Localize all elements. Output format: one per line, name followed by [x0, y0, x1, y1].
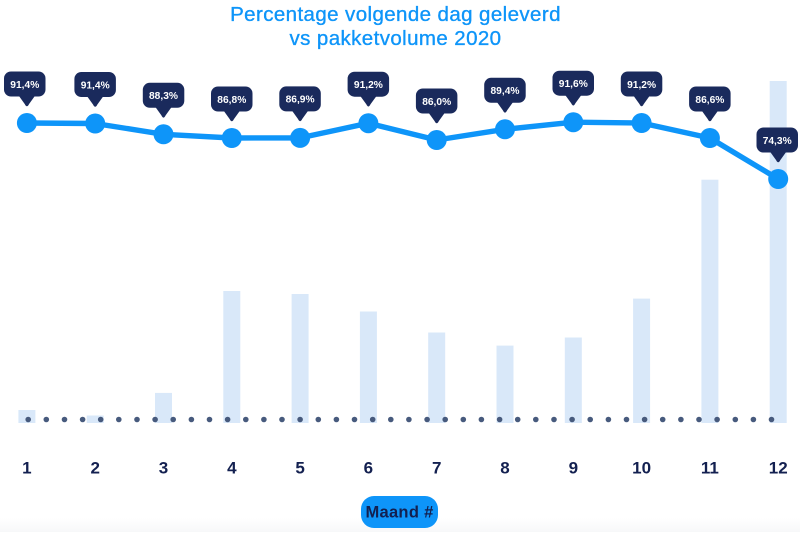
svg-text:86,6%: 86,6%	[695, 94, 725, 106]
svg-text:12: 12	[769, 459, 788, 478]
svg-text:3: 3	[159, 459, 168, 478]
svg-text:91,2%: 91,2%	[627, 79, 657, 91]
svg-text:10: 10	[632, 459, 651, 478]
svg-text:11: 11	[701, 459, 719, 478]
svg-text:89,4%: 89,4%	[491, 85, 521, 97]
svg-text:91,4%: 91,4%	[81, 79, 111, 91]
svg-text:4: 4	[227, 459, 237, 478]
svg-text:7: 7	[432, 459, 441, 478]
svg-text:91,2%: 91,2%	[354, 79, 384, 91]
svg-text:2: 2	[90, 459, 99, 478]
svg-text:88,3%: 88,3%	[149, 90, 179, 102]
svg-text:86,8%: 86,8%	[217, 94, 247, 106]
svg-text:86,9%: 86,9%	[286, 94, 316, 106]
svg-text:Maand #: Maand #	[365, 504, 433, 522]
svg-text:6: 6	[364, 459, 373, 478]
svg-text:8: 8	[500, 459, 509, 478]
svg-text:86,0%: 86,0%	[422, 96, 452, 108]
svg-text:5: 5	[295, 459, 304, 478]
svg-text:9: 9	[569, 459, 578, 478]
svg-text:74,3%: 74,3%	[763, 135, 793, 147]
svg-text:1: 1	[22, 459, 31, 478]
svg-text:91,4%: 91,4%	[10, 79, 40, 91]
svg-text:91,6%: 91,6%	[559, 78, 589, 90]
